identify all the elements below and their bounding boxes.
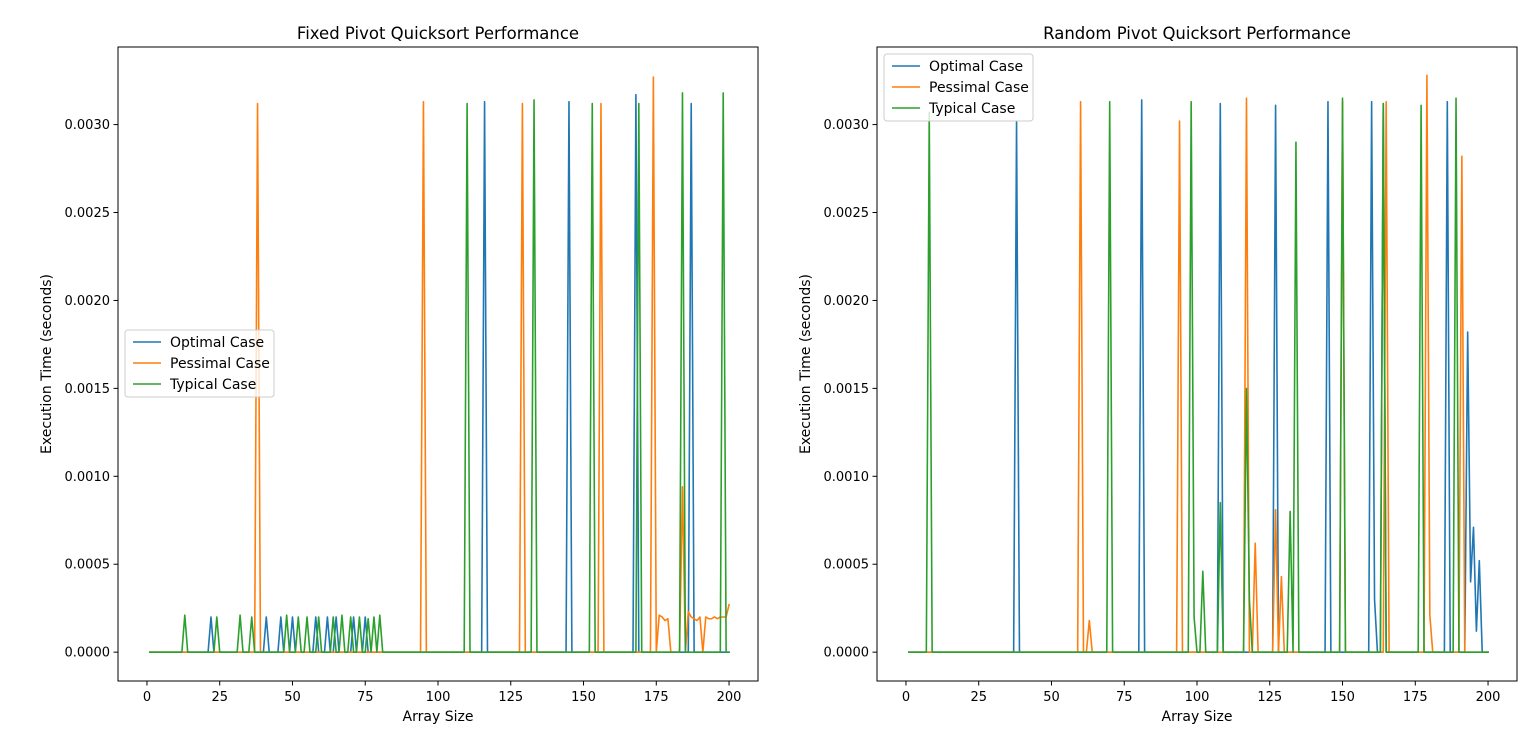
x-tick-label: 125 [498, 690, 523, 705]
x-tick-label: 75 [357, 690, 374, 705]
y-axis-label: Execution Time (seconds) [39, 274, 55, 454]
series-line-typical-case [149, 92, 730, 653]
x-tick-label: 150 [1330, 690, 1355, 705]
x-tick-label: 0 [143, 690, 151, 705]
legend-label: Optimal Case [929, 59, 1023, 75]
plot-area: 0 25 50 75 100 125 150 175 200 0.0000 0.0005 0.0010… [65, 46, 759, 705]
legend-box [883, 53, 1034, 122]
x-axis-label: Array Size [403, 709, 474, 725]
y-tick-label: 0.0030 [65, 118, 111, 133]
series-line-typical-case [908, 97, 1489, 653]
x-tick-label: 150 [571, 690, 596, 705]
y-axis-label: Execution Time (seconds) [798, 274, 814, 454]
x-tick-label: 175 [1403, 690, 1428, 705]
y-tick-label: 0.0000 [65, 646, 111, 661]
x-tick-label: 100 [426, 690, 451, 705]
x-tick-label: 100 [1185, 690, 1210, 705]
legend: Optimal Case Pessimal Case Typical Case [883, 53, 1034, 122]
y-tick-label: 0.0025 [824, 206, 870, 221]
y-tick-label: 0.0010 [65, 470, 111, 485]
x-tick-label: 200 [717, 690, 742, 705]
x-tick-label: 125 [1257, 690, 1282, 705]
x-tick-label: 50 [1043, 690, 1060, 705]
y-tick-label: 0.0005 [824, 558, 870, 573]
legend-label: Typical Case [928, 101, 1015, 117]
legend-label: Optimal Case [170, 335, 264, 351]
y-tick-label: 0.0015 [824, 382, 870, 397]
x-tick-label: 200 [1476, 690, 1501, 705]
x-tick-label: 50 [284, 690, 301, 705]
legend-label: Pessimal Case [170, 356, 270, 372]
chart-title: Random Pivot Quicksort Performance [1043, 24, 1351, 43]
legend: Optimal Case Pessimal Case Typical Case [124, 329, 275, 398]
random-pivot-subplot: Random Pivot Quicksort Performance Array… [798, 24, 1518, 725]
x-tick-label: 0 [902, 690, 910, 705]
legend-box [124, 329, 275, 398]
x-tick-label: 25 [970, 690, 987, 705]
y-tick-label: 0.0015 [65, 382, 111, 397]
legend-label: Typical Case [169, 377, 256, 393]
x-tick-label: 175 [644, 690, 669, 705]
chart-title: Fixed Pivot Quicksort Performance [297, 24, 579, 43]
y-tick-label: 0.0020 [824, 294, 870, 309]
y-tick-label: 0.0025 [65, 206, 111, 221]
x-axis-label: Array Size [1162, 709, 1233, 725]
y-tick-label: 0.0020 [65, 294, 111, 309]
plot-area: 0 25 50 75 100 125 150 175 200 0.0000 0.0005 0.0010… [824, 46, 1518, 705]
x-tick-label: 25 [211, 690, 228, 705]
y-tick-label: 0.0030 [824, 118, 870, 133]
y-tick-label: 0.0000 [824, 646, 870, 661]
y-tick-label: 0.0010 [824, 470, 870, 485]
y-tick-label: 0.0005 [65, 558, 111, 573]
legend-label: Pessimal Case [929, 80, 1029, 96]
fixed-pivot-subplot: Fixed Pivot Quicksort Performance Array … [39, 24, 759, 725]
x-tick-label: 75 [1116, 690, 1133, 705]
